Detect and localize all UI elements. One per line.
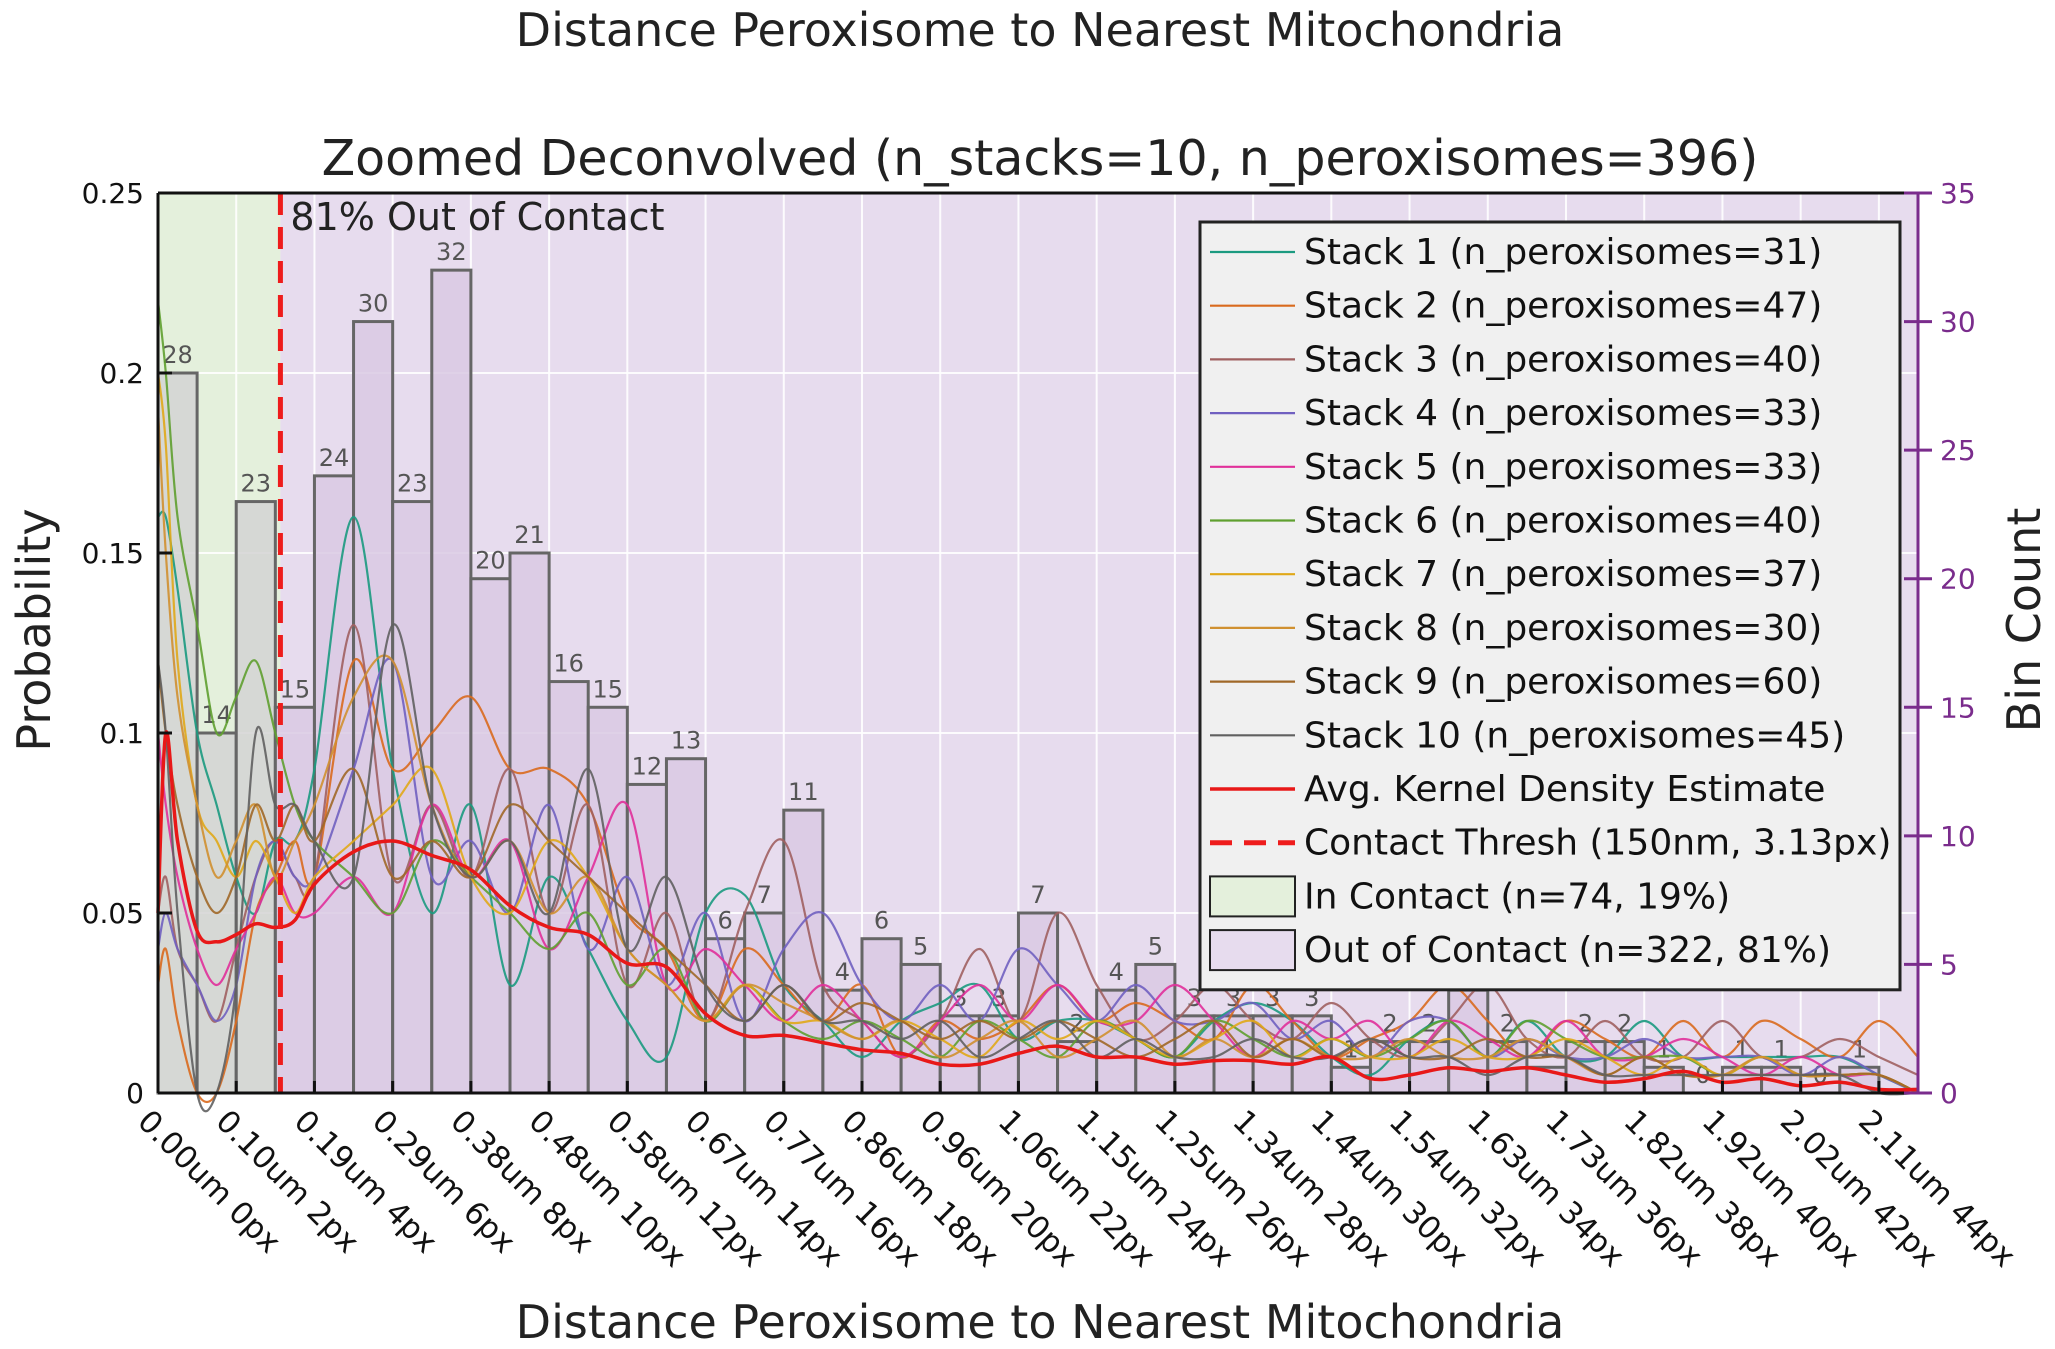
legend-label: Stack 7 (n_peroxisomes=37) — [1304, 554, 1822, 595]
bar-count-label: 13 — [671, 727, 702, 755]
legend-label: In Contact (n=74, 19%) — [1304, 876, 1730, 917]
y-tick-label-left: 0.25 — [82, 177, 144, 210]
bar-count-label: 4 — [1109, 958, 1124, 986]
legend-label: Contact Thresh (150nm, 3.13px) — [1304, 823, 1891, 864]
bar-count-label: 12 — [632, 752, 663, 780]
bar-count-label: 7 — [1030, 881, 1045, 909]
y-axis-label-left: Probability — [7, 508, 61, 751]
legend-label: Stack 10 (n_peroxisomes=45) — [1304, 715, 1845, 756]
bar-count-label: 6 — [874, 907, 889, 935]
bar-count-label: 16 — [553, 650, 584, 678]
legend-label: Stack 8 (n_peroxisomes=30) — [1304, 608, 1822, 649]
y-tick-label-right: 10 — [1940, 820, 1976, 853]
y-tick-label-right: 20 — [1940, 563, 1976, 596]
chart-title: Zoomed Deconvolved (n_stacks=10, n_perox… — [322, 130, 1759, 187]
y-tick-label-left: 0.05 — [82, 897, 144, 930]
bar-count-label: 23 — [241, 470, 272, 498]
bar-count-label: 20 — [475, 547, 506, 575]
bar-count-label: 23 — [397, 470, 428, 498]
bar-count-label: 5 — [913, 932, 928, 960]
bar-count-label: 5 — [1148, 932, 1163, 960]
legend-label: Stack 4 (n_peroxisomes=33) — [1304, 393, 1822, 434]
y-tick-label-left: 0.1 — [99, 717, 144, 750]
histogram-bar — [1056, 1040, 1099, 1095]
y-tick-label-left: 0.15 — [82, 537, 144, 570]
histogram-bar — [469, 577, 512, 1095]
y-tick-label-right: 35 — [1940, 177, 1976, 210]
kde-curve-stack-5 — [156, 732, 1919, 1094]
legend-label: Stack 9 (n_peroxisomes=60) — [1304, 662, 1822, 703]
legend-swatch — [1209, 875, 1296, 918]
bar-count-label: 30 — [358, 290, 389, 318]
bar-count-label: 15 — [280, 675, 311, 703]
histogram-bar — [782, 808, 825, 1095]
kde-curve-stack-3 — [156, 623, 1919, 1076]
histogram-bar — [821, 988, 864, 1095]
y-axis-label-right: Bin Count — [1997, 508, 2051, 733]
bar-count-label: 6 — [717, 907, 732, 935]
histogram-bar — [625, 782, 668, 1095]
legend-label: Avg. Kernel Density Estimate — [1304, 769, 1825, 810]
kde-curve-stack-6 — [156, 300, 1919, 1094]
bar-count-label: 14 — [201, 701, 232, 729]
histogram-bar — [1134, 962, 1177, 1095]
y-tick-label-left: 0 — [126, 1077, 144, 1110]
y-tick-label-right: 15 — [1940, 691, 1976, 724]
legend-swatch — [1209, 929, 1296, 972]
histogram-bar — [234, 500, 277, 1095]
bar-count-label: 11 — [788, 778, 819, 806]
bar-count-label: 15 — [593, 675, 624, 703]
legend-label: Stack 2 (n_peroxisomes=47) — [1304, 286, 1822, 327]
legend-label: Stack 1 (n_peroxisomes=31) — [1304, 232, 1822, 273]
bar-count-label: 2 — [1617, 1010, 1632, 1038]
contact-annotation: 81% Out of Contact — [290, 195, 664, 239]
y-tick-label-left: 0.2 — [99, 357, 144, 390]
legend-label: Out of Contact (n=322, 81%) — [1304, 930, 1831, 971]
y-tick-label-right: 5 — [1940, 948, 1958, 981]
bar-count-label: 32 — [436, 238, 467, 266]
legend-label: Stack 3 (n_peroxisomes=40) — [1304, 339, 1822, 380]
kde-curve-stack-10 — [156, 623, 1919, 1113]
bar-count-label: 24 — [319, 444, 350, 472]
bar-count-label: 21 — [514, 521, 545, 549]
y-tick-label-right: 25 — [1940, 434, 1976, 467]
histogram-bar — [273, 705, 316, 1095]
histogram-bar — [860, 937, 903, 1095]
legend-label: Stack 5 (n_peroxisomes=33) — [1304, 447, 1822, 488]
x-axis-label: Distance Peroxisome to Nearest Mitochond… — [516, 1295, 1565, 1349]
y-tick-label-right: 0 — [1940, 1077, 1958, 1110]
histogram-bar — [430, 268, 473, 1095]
legend-box — [1198, 220, 1902, 992]
histogram-bar — [508, 551, 551, 1095]
suptitle: Distance Peroxisome to Nearest Mitochond… — [516, 3, 1565, 57]
y-tick-label-right: 30 — [1940, 306, 1976, 339]
legend-label: Stack 6 (n_peroxisomes=40) — [1304, 501, 1822, 542]
bar-count-label: 7 — [757, 881, 772, 909]
bar-count-label: 4 — [835, 958, 850, 986]
bar-count-label: 28 — [162, 341, 193, 369]
